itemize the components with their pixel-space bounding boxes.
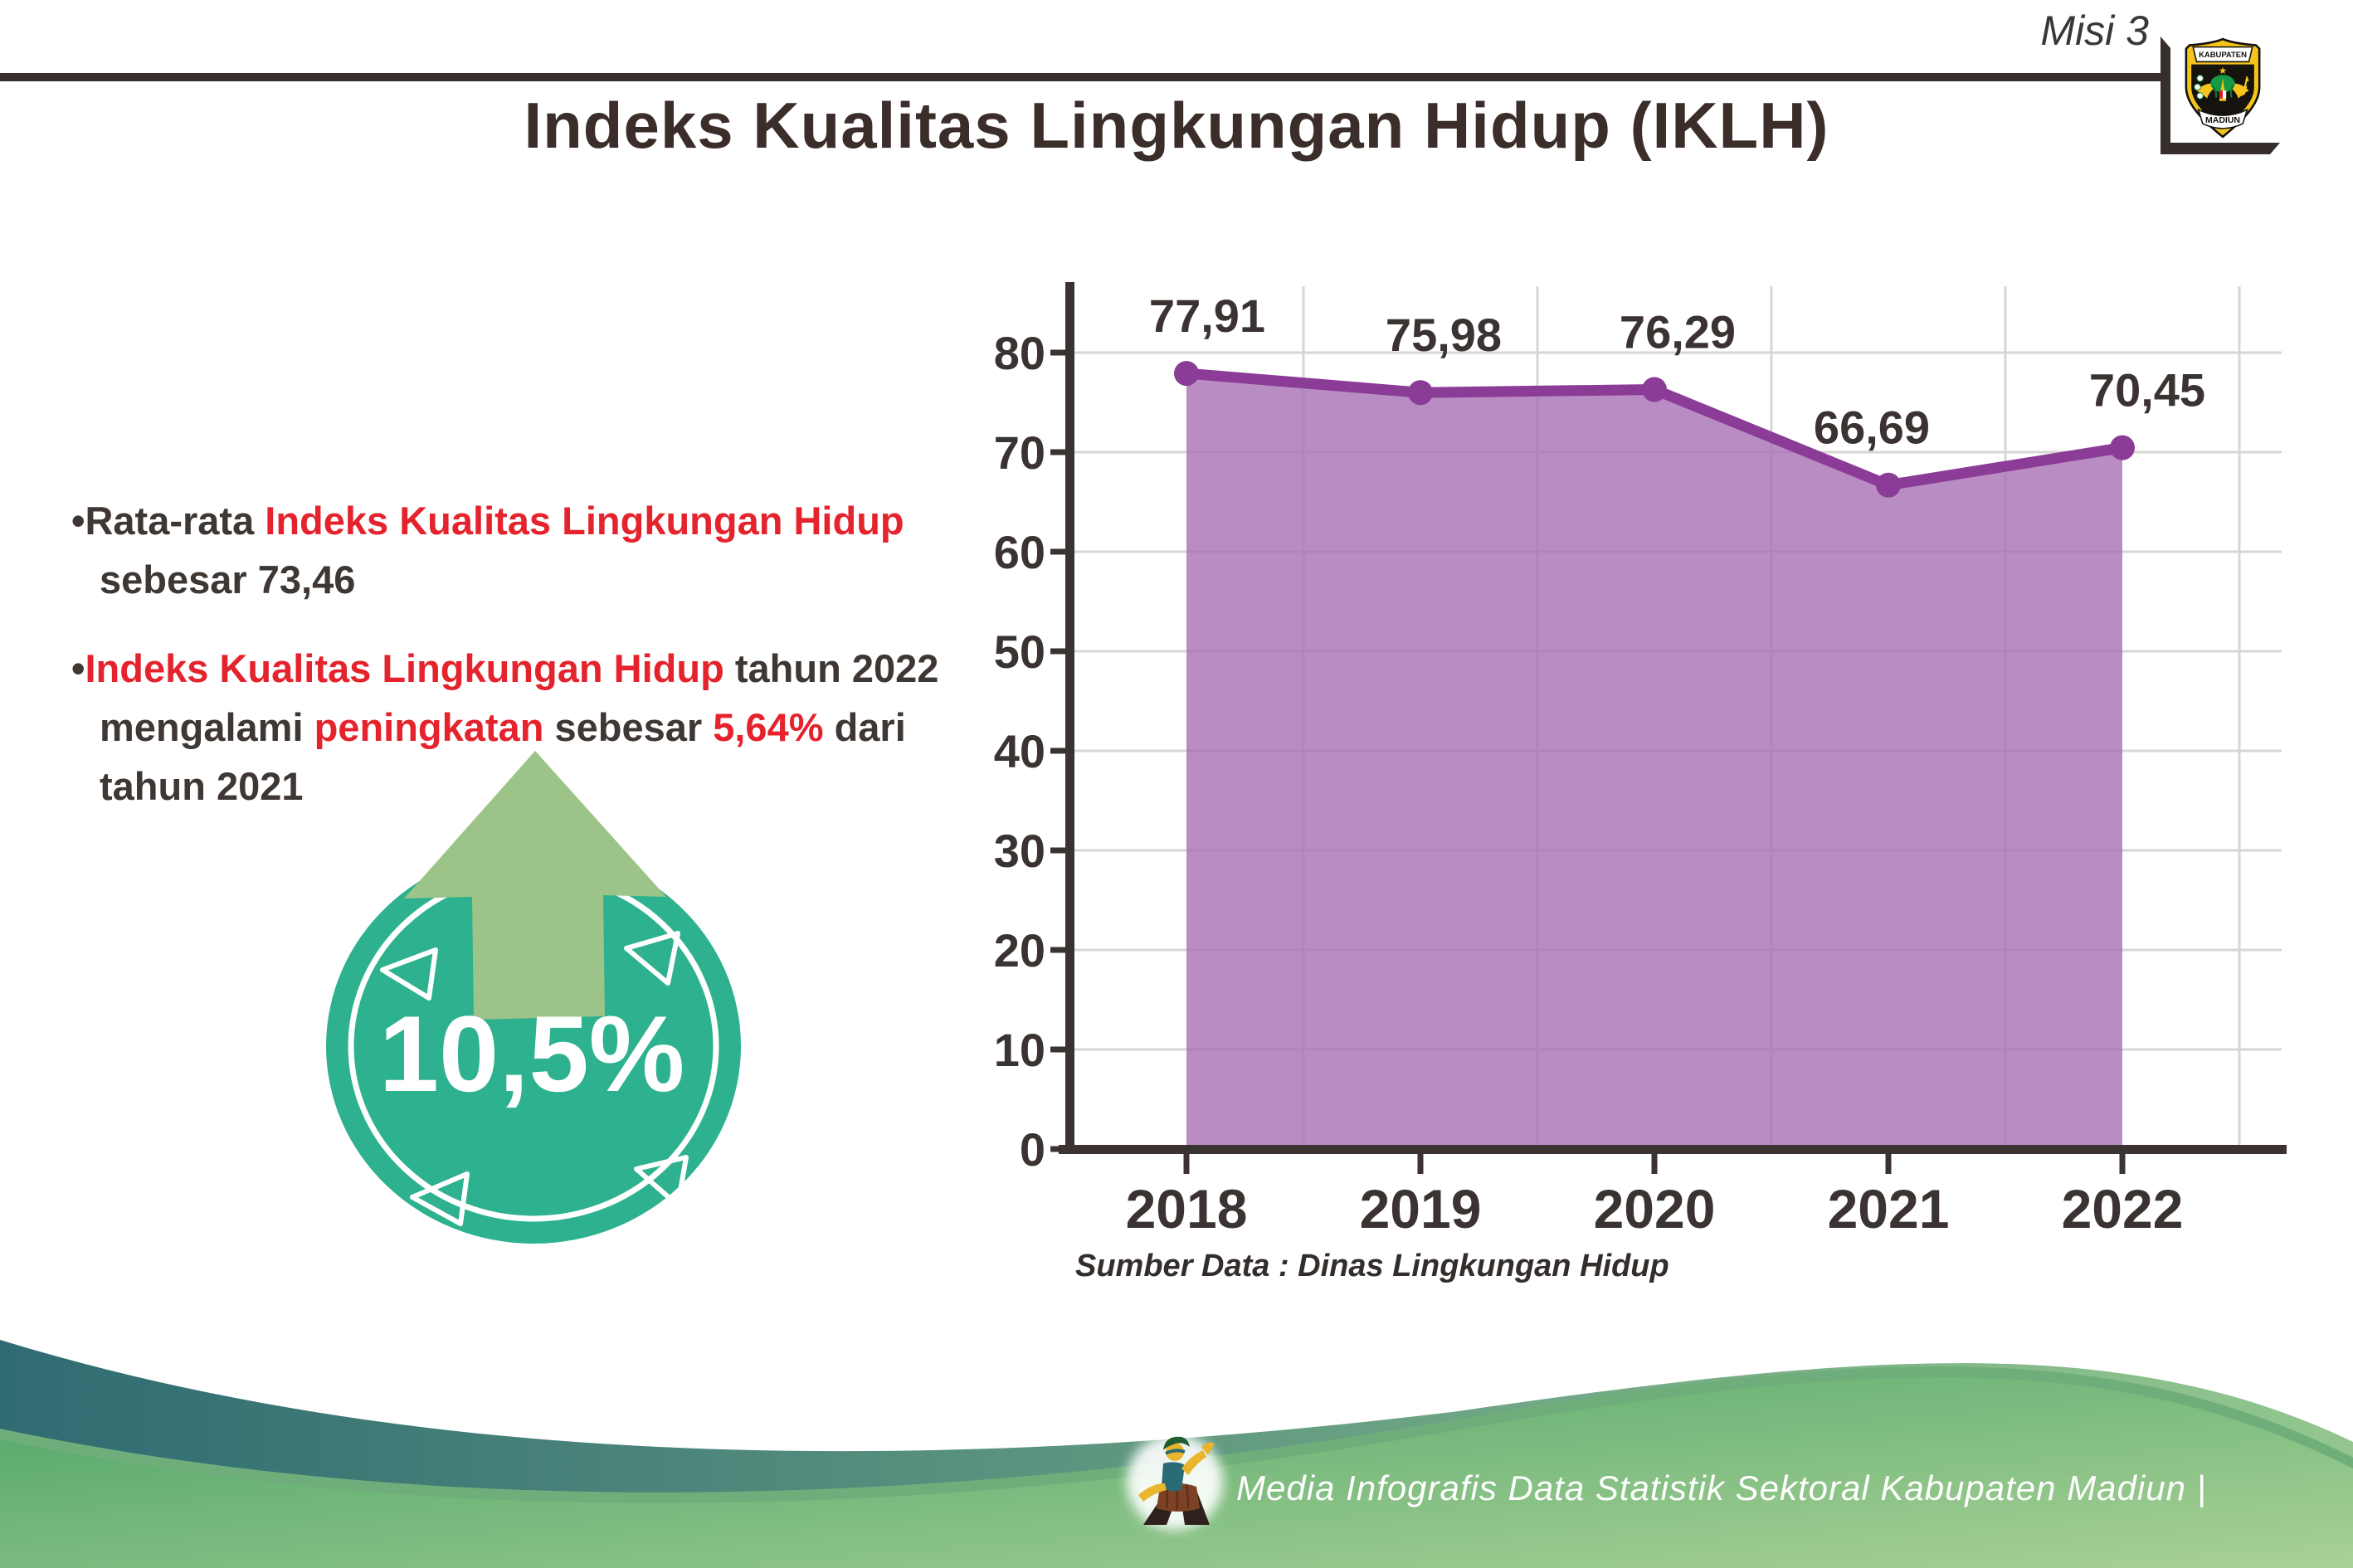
y-tick-label: 10 bbox=[994, 1024, 1045, 1076]
source-note: Sumber Data : Dinas Lingkungan Hidup bbox=[1075, 1249, 1669, 1283]
data-label: 66,69 bbox=[1814, 402, 1930, 454]
note-average-iklh: •Rata-rata Indeks Kualitas Lingkungan Hi… bbox=[71, 491, 1034, 609]
iklh-area-chart: 0 10 20 30 40 50 60 70 80 2018 2019 2020 2021 2022 77,… bbox=[994, 282, 2287, 1239]
x-tick-label: 2018 bbox=[1126, 1178, 1248, 1239]
x-tick-label: 2019 bbox=[1360, 1178, 1482, 1239]
y-tick-label: 30 bbox=[994, 825, 1045, 877]
x-tick-label: 2022 bbox=[2062, 1178, 2184, 1239]
y-tick-label: 0 bbox=[1020, 1123, 1045, 1176]
data-label: 77,91 bbox=[1149, 290, 1265, 342]
area-series bbox=[1186, 373, 2122, 1149]
note-line: •Indeks Kualitas Lingkungan Hidup tahun … bbox=[71, 646, 939, 690]
logo-bottom-text: MADIUN bbox=[2205, 115, 2240, 125]
footer-wave bbox=[0, 1340, 2353, 1568]
data-point bbox=[1642, 377, 1667, 402]
notes-panel: •Rata-rata Indeks Kualitas Lingkungan Hi… bbox=[71, 491, 1034, 816]
data-point bbox=[1876, 472, 1901, 498]
note-line: tahun 2021 bbox=[100, 764, 304, 808]
note-line: •Rata-rata Indeks Kualitas Lingkungan Hi… bbox=[71, 499, 904, 543]
y-tick-label: 40 bbox=[994, 725, 1045, 777]
badge-value: 10,5% bbox=[379, 993, 685, 1114]
y-tick-label: 70 bbox=[994, 426, 1045, 479]
note-line: mengalami peningkatan sebesar 5,64% dari bbox=[100, 705, 906, 749]
page-title: Indeks Kualitas Lingkungan Hidup (IKLH) bbox=[524, 89, 1829, 162]
header-rule bbox=[0, 73, 2167, 81]
x-tick-label: 2020 bbox=[1594, 1178, 1716, 1239]
note-line: sebesar 73,46 bbox=[100, 558, 356, 601]
y-tick-label: 20 bbox=[994, 924, 1045, 976]
data-point bbox=[2110, 435, 2135, 460]
up-arrow-icon bbox=[404, 751, 666, 1020]
data-label: 70,45 bbox=[2089, 364, 2205, 416]
footer-caption: Media Infografis Data Statistik Sektoral… bbox=[1236, 1468, 2207, 1507]
x-tick-label: 2021 bbox=[1828, 1178, 1950, 1239]
misi-label: Misi 3 bbox=[2040, 7, 2149, 54]
logo-star-icon: ★ bbox=[2219, 66, 2227, 76]
y-tick-label: 80 bbox=[994, 327, 1045, 379]
y-tick-label: 50 bbox=[994, 626, 1045, 678]
badge-sparkle-triangles bbox=[380, 931, 689, 1226]
logo-top-text: KABUPATEN bbox=[2199, 51, 2247, 60]
y-axis-line bbox=[1065, 282, 1074, 1153]
data-point bbox=[1408, 380, 1433, 406]
data-label: 75,98 bbox=[1386, 309, 1502, 361]
data-label: 76,29 bbox=[1620, 306, 1736, 358]
mascot-icon bbox=[1127, 1434, 1223, 1530]
y-tick-label: 60 bbox=[994, 526, 1045, 578]
note-iklh-increase: •Indeks Kualitas Lingkungan Hidup tahun … bbox=[71, 639, 1034, 816]
data-point bbox=[1174, 361, 1199, 387]
kabupaten-madiun-logo-icon: KABUPATEN ★ MADIUN bbox=[2185, 37, 2261, 139]
chart-plot-area: 0 10 20 30 40 50 60 70 80 2018 2019 2020 2021 2022 77,… bbox=[994, 282, 2287, 1239]
x-axis-line bbox=[1059, 1145, 2287, 1154]
increase-badge: 10,5% bbox=[326, 751, 741, 1244]
